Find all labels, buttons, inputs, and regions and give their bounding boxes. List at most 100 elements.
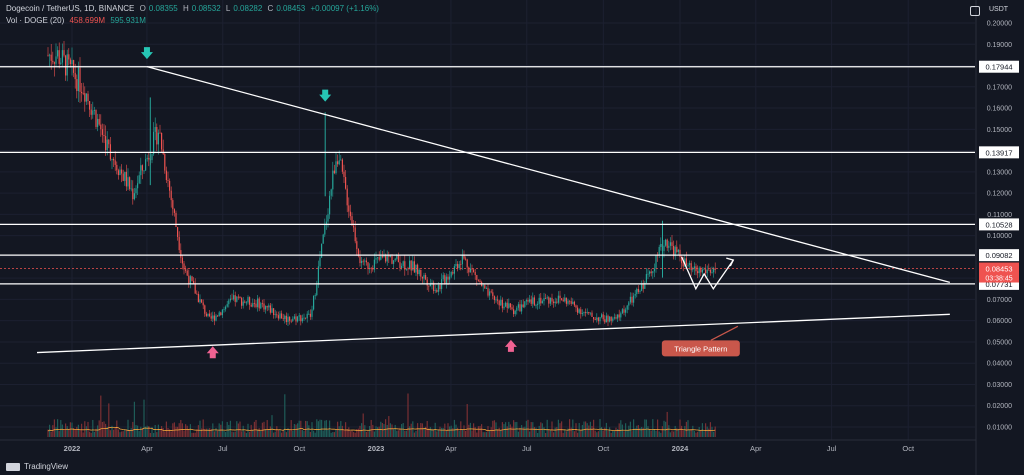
candle-body: [468, 267, 470, 273]
volume-bar: [250, 424, 252, 437]
volume-bar: [159, 429, 161, 437]
volume-bar: [285, 432, 287, 437]
time-axis[interactable]: 2022 Apr Jul Oct 2023 Apr Jul Oct 2024 Apr Jul Oct: [0, 439, 976, 453]
tradingview-logo[interactable]: TradingView: [6, 462, 68, 471]
candle-body: [562, 299, 564, 302]
volume-bar: [396, 430, 398, 437]
candle-body: [535, 304, 537, 306]
volume-bar: [681, 425, 683, 437]
candle-body: [495, 299, 497, 301]
volume-bar: [268, 429, 270, 437]
candle-body: [593, 317, 595, 320]
volume-bar: [497, 429, 499, 437]
volume-bar: [661, 426, 663, 437]
candle-body: [161, 132, 163, 150]
volume-bar: [383, 424, 385, 437]
candle-body: [289, 316, 291, 321]
candle-body: [119, 169, 121, 176]
currency-label[interactable]: USDT: [989, 6, 1009, 13]
volume-bar: [677, 428, 679, 437]
candle-body: [553, 301, 555, 304]
candle-body: [189, 276, 191, 285]
candle-body: [177, 227, 179, 238]
symbol-legend[interactable]: Dogecoin / TetherUS, 1D, BINANCE O 0.0835…: [6, 4, 382, 13]
candle-body: [380, 256, 382, 260]
candle-body: [532, 297, 534, 304]
candle-body: [554, 301, 556, 304]
candle-body: [529, 299, 531, 302]
candle-body: [500, 299, 502, 306]
candle-body: [623, 309, 625, 313]
candle-body: [92, 110, 94, 115]
volume-bar: [609, 427, 611, 437]
price-tick-label: 0.13000: [987, 169, 1012, 176]
candle-body: [444, 275, 446, 284]
volume-title[interactable]: Vol · DOGE (20): [6, 16, 65, 25]
volume-bar: [76, 426, 78, 437]
candle-body: [117, 170, 119, 176]
candle-body: [244, 301, 246, 303]
candle-body: [484, 285, 486, 289]
volume-bar: [209, 428, 211, 437]
volume-bar: [95, 428, 97, 437]
volume-ma-line: [47, 427, 716, 432]
candle-body: [524, 301, 526, 307]
volume-bar: [90, 432, 92, 437]
volume-bar: [549, 430, 551, 437]
candle-body: [551, 297, 553, 302]
candle-body: [628, 302, 630, 306]
volume-bar: [140, 426, 142, 437]
volume-bar: [119, 432, 121, 437]
time-tick-label: Apr: [445, 444, 457, 453]
volume-bar: [700, 431, 702, 437]
trendline[interactable]: [36, 313, 950, 354]
volume-bar: [364, 425, 366, 437]
volume-bar: [636, 425, 638, 437]
volume-bar: [461, 429, 463, 437]
volume-bar: [293, 423, 295, 437]
volume-bar: [441, 427, 443, 437]
level-price-tag[interactable]: [979, 146, 1019, 159]
current-price-tag[interactable]: [979, 262, 1019, 283]
volume-legend[interactable]: Vol · DOGE (20) 458.699M 595.931M: [6, 16, 149, 25]
volume-bar: [508, 421, 510, 437]
candle-body: [509, 303, 511, 308]
candle-body: [541, 301, 543, 304]
volume-bar: [489, 430, 491, 437]
candle-body: [706, 269, 708, 274]
level-price-label: 0.17944: [985, 63, 1012, 72]
volume-bar: [492, 420, 494, 437]
candle-body: [241, 297, 243, 306]
volume-bar: [149, 432, 151, 437]
level-price-tag[interactable]: [979, 60, 1019, 73]
trendlines[interactable]: [36, 65, 951, 354]
volume-bar: [452, 428, 454, 437]
symbol-title[interactable]: Dogecoin / TetherUS, 1D, BINANCE: [6, 4, 135, 13]
volume-bar: [666, 411, 668, 437]
settings-icon[interactable]: [970, 6, 980, 16]
candle-body: [353, 225, 355, 228]
volume-bar: [538, 425, 540, 437]
volume-bar: [137, 425, 139, 437]
horizontal-levels[interactable]: [0, 66, 975, 285]
level-price-tag[interactable]: [979, 218, 1019, 231]
price-tick-label: 0.04000: [987, 361, 1012, 368]
candle-body: [583, 312, 585, 314]
candle-body: [693, 266, 695, 269]
volume-bars: [47, 393, 716, 437]
candle-body: [237, 296, 239, 298]
brand-text: TradingView: [24, 462, 69, 471]
volume-bar: [308, 425, 310, 437]
volume-bar: [362, 413, 364, 437]
volume-bar: [429, 427, 431, 437]
candle-body: [63, 50, 65, 56]
volume-bar: [521, 425, 523, 437]
price-axis[interactable]: 0.01000 0.02000 0.03000 0.04000 0.05000 0.060…: [975, 0, 1019, 475]
volume-bar: [673, 431, 675, 437]
candle-body: [266, 306, 268, 308]
candle-body: [125, 171, 127, 187]
level-price-tag[interactable]: [979, 249, 1019, 262]
trendline[interactable]: [146, 65, 951, 284]
candle-body: [105, 136, 107, 151]
